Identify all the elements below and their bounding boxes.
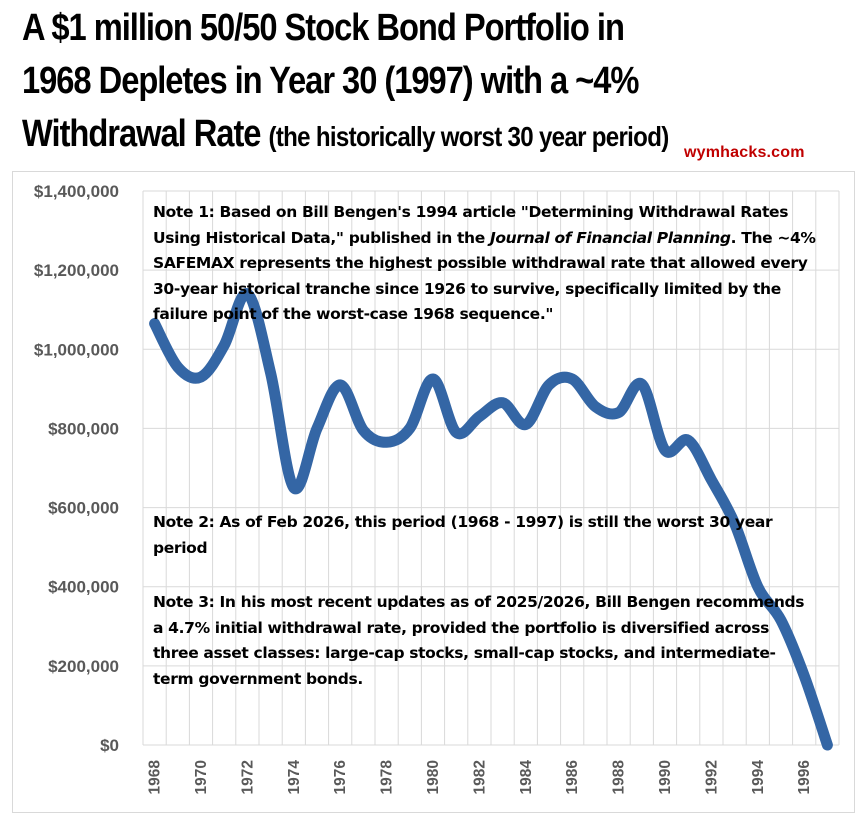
- y-tick-label: $1,000,000: [34, 340, 119, 359]
- note-1-line: Using Historical Data," published in the…: [153, 226, 816, 252]
- title-subtitle: (the historically worst 30 year period): [268, 121, 669, 152]
- x-tick-label: 1976: [332, 760, 349, 795]
- note-1: Note 1: Based on Bill Bengen's 1994 arti…: [153, 200, 816, 328]
- note-1-text: Using Historical Data," published in the: [153, 228, 490, 247]
- x-tick-label: 1990: [657, 760, 674, 794]
- note-2: Note 2: As of Feb 2026, this period (196…: [153, 510, 773, 561]
- x-axis-labels: 1968 1970 1972 1974 1976 1978 1980 1982 1984 1986…: [147, 760, 814, 795]
- note-2-line: Note 2: As of Feb 2026, this period (196…: [153, 513, 773, 531]
- x-tick-label: 1982: [471, 760, 488, 794]
- title-line-3: Withdrawal Rate (the historically worst …: [22, 108, 744, 163]
- y-tick-label: $600,000: [48, 499, 119, 518]
- series-line: [149, 288, 833, 751]
- title-line-1: A $1 million 50/50 Stock Bond Portfolio …: [22, 7, 625, 49]
- note-1-line: SAFEMAX represents the highest possible …: [153, 254, 808, 272]
- x-tick-label: 1986: [564, 760, 581, 795]
- x-tick-label: 1994: [750, 760, 767, 795]
- x-tick-label: 1992: [703, 760, 720, 794]
- x-tick-label: 1968: [147, 760, 164, 795]
- x-tick-label: 1978: [379, 760, 396, 795]
- title-line-3-main: Withdrawal Rate: [22, 113, 261, 155]
- x-tick-label: 1984: [518, 760, 535, 795]
- x-tick-label: 1970: [193, 760, 210, 794]
- note-1-line: 30-year historical tranche since 1926 to…: [153, 279, 781, 298]
- title-line-2: 1968 Depletes in Year 30 (1997) with a ~…: [22, 60, 639, 102]
- note-3: Note 3: In his most recent updates as of…: [153, 590, 805, 692]
- note-3-line: Note 3: In his most recent updates as of…: [153, 593, 805, 611]
- y-tick-label: $1,200,000: [34, 261, 119, 280]
- journal-name: Journal of Financial Planning: [489, 228, 731, 247]
- x-tick-label: 1996: [796, 760, 813, 795]
- gridlines: [142, 190, 840, 746]
- note-1-text: . The ~4%: [730, 228, 816, 247]
- note-3-line: three asset classes: large-cap stocks, s…: [153, 644, 776, 662]
- note-1-line: failure point of the worst-case 1968 seq…: [153, 305, 554, 323]
- x-tick-label: 1980: [425, 760, 442, 794]
- x-tick-label: 1988: [611, 760, 628, 795]
- chart-title: A $1 million 50/50 Stock Bond Portfolio …: [22, 2, 744, 163]
- y-tick-label: $400,000: [48, 578, 119, 597]
- note-2-line: period: [153, 538, 208, 557]
- y-axis-labels: $0 $200,000 $400,000 $600,000 $800,000 $1,000…: [34, 182, 119, 755]
- y-tick-label: $200,000: [48, 657, 119, 676]
- x-tick-label: 1974: [286, 760, 303, 795]
- y-tick-label: $800,000: [48, 419, 119, 438]
- note-3-line: term government bonds.: [153, 669, 363, 688]
- chart-area: [12, 171, 855, 813]
- note-3-line: a 4.7% initial withdrawal rate, provided…: [153, 618, 769, 637]
- x-tick-label: 1972: [239, 760, 256, 794]
- y-tick-label: $1,400,000: [34, 182, 119, 201]
- plot-series: [149, 288, 833, 751]
- watermark: wymhacks.com: [684, 144, 805, 161]
- y-tick-label: $0: [100, 736, 119, 755]
- note-1-line: Note 1: Based on Bill Bengen's 1994 arti…: [153, 203, 789, 221]
